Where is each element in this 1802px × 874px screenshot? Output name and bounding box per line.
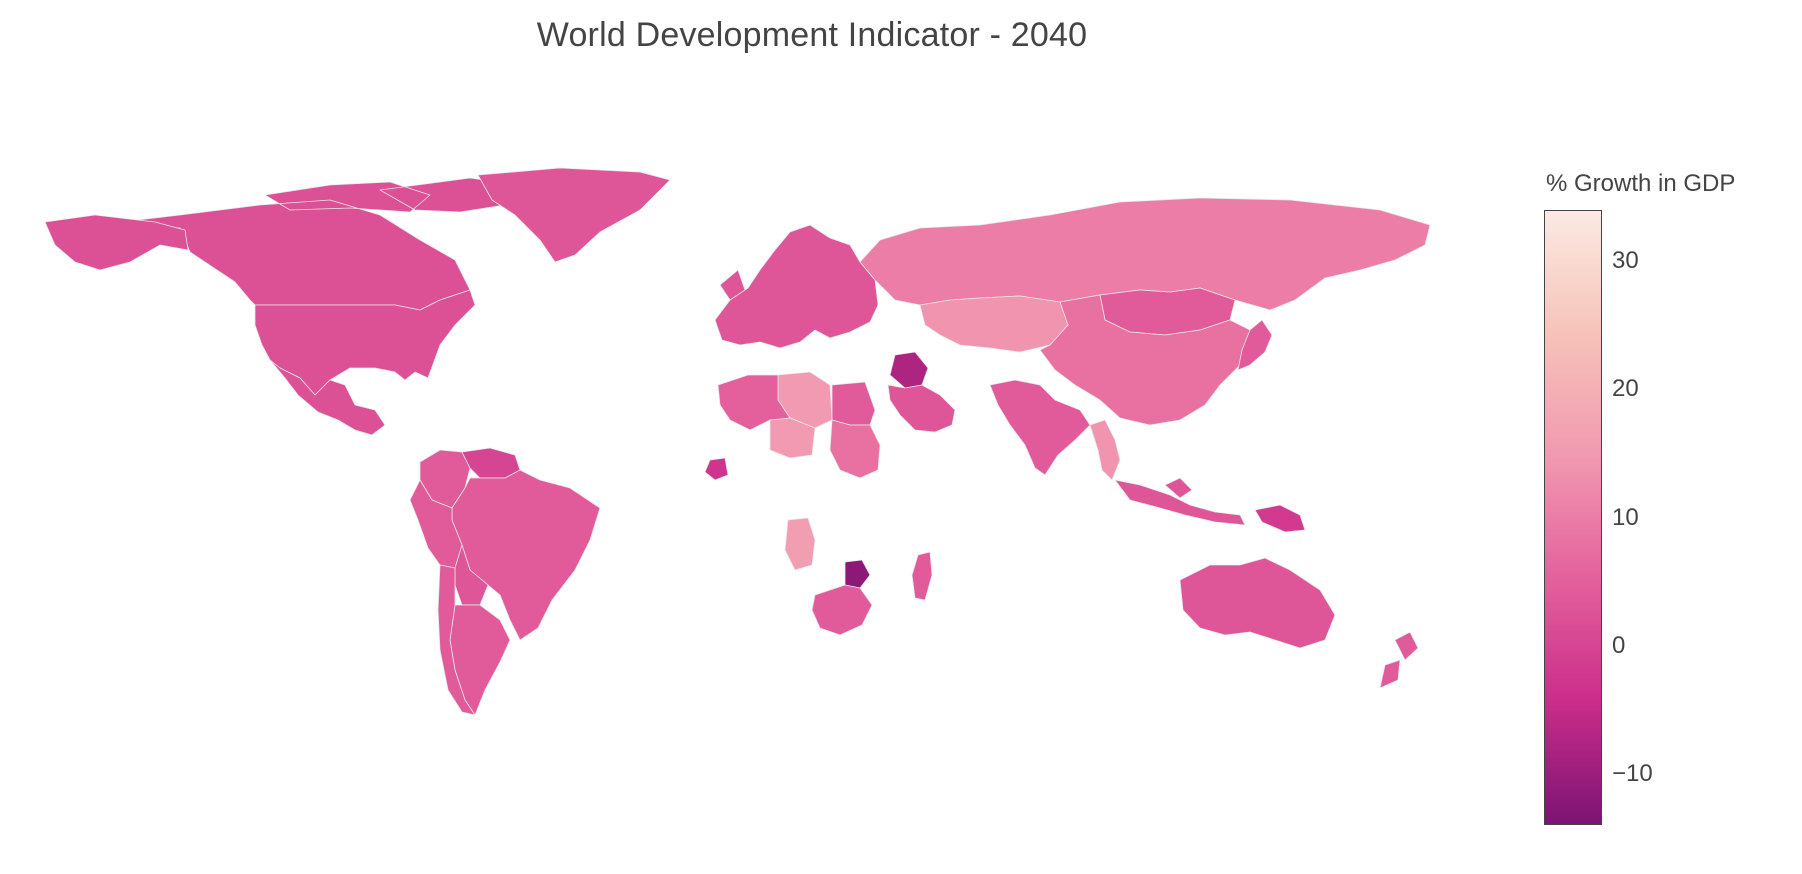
region-australia[interactable]	[1179, 557, 1336, 649]
region-egypt[interactable]	[831, 381, 876, 426]
chart-title: World Development Indicator - 2040	[536, 16, 1088, 54]
region-mexico[interactable]	[269, 359, 386, 436]
region-japan[interactable]	[1237, 319, 1273, 371]
colorbar-tick-label: 30	[1612, 247, 1639, 275]
region-cote-d-ivoire[interactable]	[704, 457, 729, 481]
region-sudan[interactable]	[829, 419, 881, 479]
region-alaska-united-states[interactable]	[44, 214, 189, 271]
colorbar-tick-label: −10	[1612, 759, 1653, 787]
region-zimbabwe[interactable]	[844, 559, 871, 589]
region-indonesia[interactable]	[1114, 477, 1246, 526]
colorbar-tick-label: 20	[1612, 375, 1639, 403]
region-kazakhstan[interactable]	[919, 295, 1069, 353]
region-algeria[interactable]	[717, 374, 791, 431]
colorbar	[1544, 210, 1602, 825]
colorbar-title: % Growth in GDP	[1546, 170, 1736, 197]
region-europe[interactable]	[714, 224, 879, 349]
region-papua-new-guinea[interactable]	[1254, 504, 1306, 533]
colorbar-tick-label: 10	[1612, 503, 1639, 531]
region-madagascar[interactable]	[911, 551, 933, 601]
country-regions	[44, 167, 1431, 716]
region-new-zealand[interactable]	[1379, 631, 1419, 689]
region-south-africa[interactable]	[811, 584, 873, 636]
region-saudi-arabia[interactable]	[887, 384, 956, 433]
region-china[interactable]	[1039, 294, 1251, 426]
region-iraq[interactable]	[889, 351, 929, 389]
region-venezuela[interactable]	[461, 447, 521, 479]
region-india[interactable]	[989, 379, 1091, 476]
region-angola[interactable]	[784, 517, 816, 571]
region-myanmar[interactable]	[1089, 419, 1121, 481]
region-greenland[interactable]	[477, 167, 671, 263]
colorbar-tick-label: 0	[1612, 631, 1626, 659]
region-chile[interactable]	[437, 564, 476, 716]
